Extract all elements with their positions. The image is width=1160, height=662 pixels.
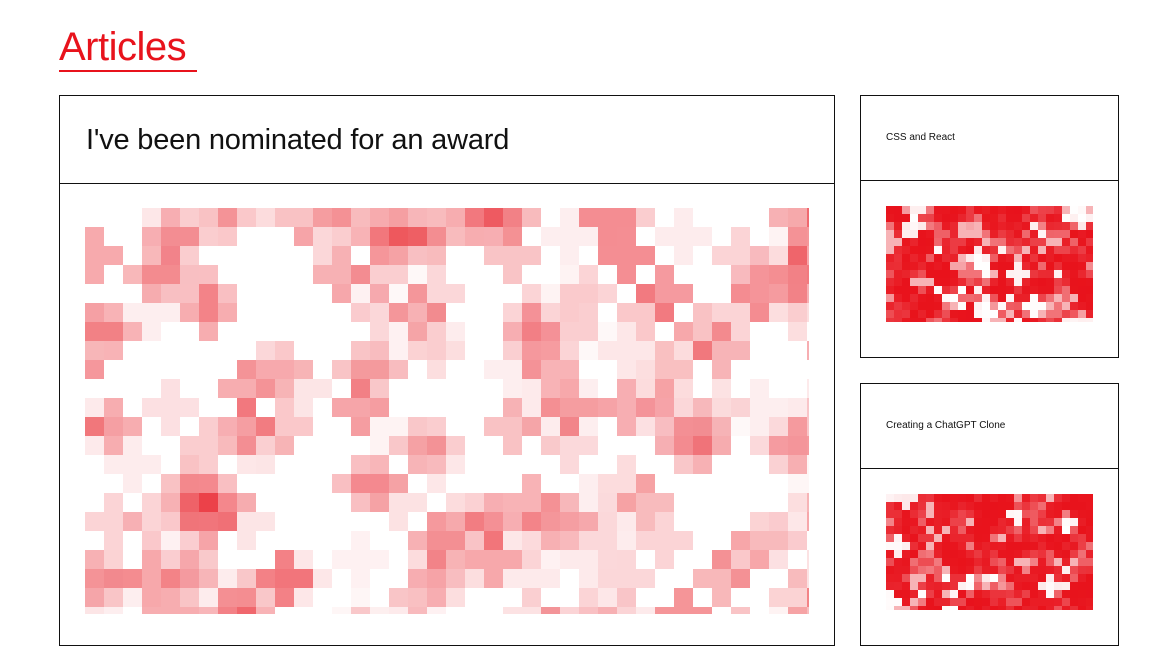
section-title: Articles — [59, 25, 187, 69]
featured-article-card[interactable]: I've been nominated for an award — [59, 95, 835, 646]
cross-pattern-image — [85, 208, 809, 614]
article-title[interactable]: Creating a ChatGPT Clone — [886, 420, 1006, 431]
article-thumbnail[interactable] — [886, 206, 1093, 322]
section-title-underline — [59, 70, 197, 72]
featured-article-header: I've been nominated for an award — [60, 96, 834, 184]
featured-article-title[interactable]: I've been nominated for an award — [86, 123, 510, 156]
article-card[interactable]: CSS and React — [860, 95, 1119, 358]
featured-article-thumbnail[interactable] — [85, 208, 809, 614]
article-thumbnail[interactable] — [886, 494, 1093, 610]
cross-pattern-image — [886, 206, 1093, 322]
article-card-header: CSS and React — [861, 96, 1118, 181]
cross-pattern-image — [886, 494, 1093, 610]
article-title[interactable]: CSS and React — [886, 132, 955, 143]
article-card[interactable]: Creating a ChatGPT Clone — [860, 383, 1119, 646]
article-card-header: Creating a ChatGPT Clone — [861, 384, 1118, 469]
